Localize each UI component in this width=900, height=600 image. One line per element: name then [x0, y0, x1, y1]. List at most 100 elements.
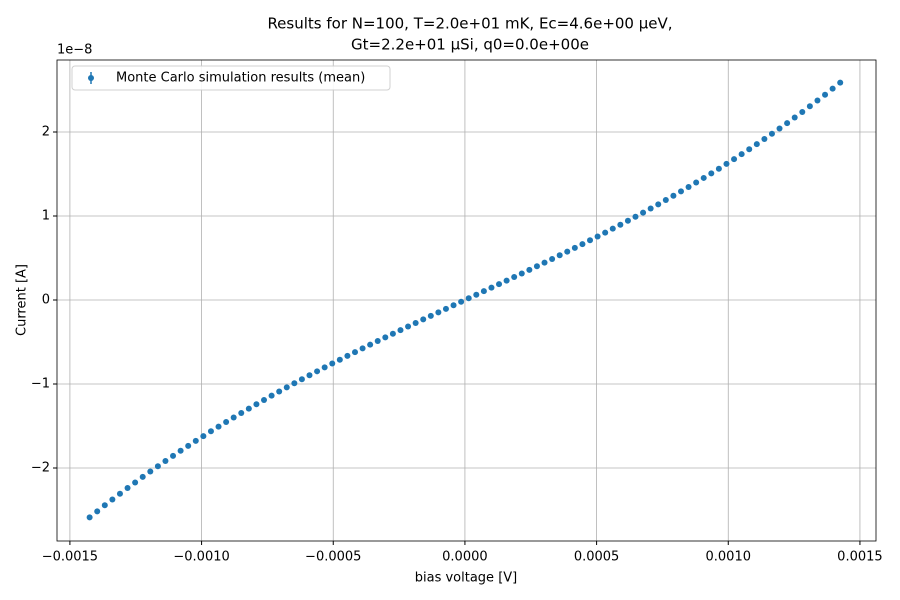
data-point — [503, 277, 510, 284]
data-point — [192, 437, 199, 444]
data-point — [814, 97, 821, 104]
data-point — [465, 295, 472, 302]
data-point — [731, 156, 738, 163]
data-point — [420, 316, 427, 323]
data-point — [268, 392, 275, 399]
data-point — [594, 233, 601, 240]
data-point — [101, 502, 108, 509]
data-point — [314, 368, 321, 375]
data-point — [329, 360, 336, 367]
data-point — [367, 341, 374, 348]
data-point — [822, 91, 829, 98]
x-tick-label: 0.0000 — [442, 550, 488, 565]
data-point — [405, 323, 412, 330]
data-point — [215, 423, 222, 430]
data-point — [617, 221, 624, 228]
y-offset-label: 1e−8 — [57, 43, 92, 58]
data-point — [336, 356, 343, 363]
data-point — [170, 452, 177, 459]
x-tick-label: 0.0010 — [706, 550, 752, 565]
data-point — [700, 174, 707, 181]
y-tick-label: 2 — [42, 124, 50, 139]
data-point — [587, 237, 594, 244]
data-point — [132, 479, 139, 486]
chart-title: Results for N=100, T=2.0e+01 mK, Ec=4.6e… — [267, 15, 672, 33]
data-point — [200, 433, 207, 440]
data-point — [238, 409, 245, 416]
data-point — [761, 135, 768, 142]
data-point — [564, 248, 571, 255]
data-point — [253, 401, 260, 408]
data-point — [624, 217, 631, 224]
data-point — [185, 442, 192, 449]
data-point — [124, 484, 131, 491]
data-point — [799, 108, 806, 115]
data-point — [632, 213, 639, 220]
data-point — [162, 458, 169, 465]
y-tick-label: 0 — [42, 292, 50, 307]
data-point — [776, 125, 783, 132]
y-tick-label: 1 — [42, 208, 50, 223]
data-point — [427, 312, 434, 319]
data-point — [291, 380, 298, 387]
x-tick-label: −0.0010 — [173, 550, 229, 565]
data-point — [94, 508, 101, 515]
data-point — [738, 151, 745, 158]
data-point — [693, 179, 700, 186]
data-point — [298, 376, 305, 383]
legend-box — [71, 65, 391, 91]
data-point — [283, 384, 290, 391]
x-tick-label: −0.0015 — [42, 550, 98, 565]
y-tick-label: −2 — [31, 461, 50, 476]
data-point — [791, 114, 798, 121]
data-point — [442, 305, 449, 312]
data-point — [389, 330, 396, 337]
chart-subtitle: Gt=2.2e+01 μSi, q0=0.0e+00e — [351, 36, 589, 54]
data-point — [177, 447, 184, 454]
data-point — [784, 120, 791, 127]
data-point — [753, 141, 760, 148]
data-point — [655, 201, 662, 208]
data-point — [677, 188, 684, 195]
legend-label: Monte Carlo simulation results (mean) — [116, 71, 365, 86]
data-point — [306, 372, 313, 379]
data-point — [321, 364, 328, 371]
x-tick-label: 0.0005 — [574, 550, 620, 565]
data-point — [450, 302, 457, 309]
data-point — [662, 197, 669, 204]
data-point — [458, 298, 465, 305]
data-point — [715, 165, 722, 172]
data-point — [374, 337, 381, 344]
data-point — [541, 259, 548, 266]
data-point — [526, 266, 533, 273]
legend-marker — [88, 75, 94, 81]
data-point — [488, 284, 495, 291]
data-point — [261, 396, 268, 403]
y-axis-label: Current [A] — [15, 264, 30, 336]
data-point — [640, 209, 647, 216]
data-point — [147, 468, 154, 475]
data-point — [549, 256, 556, 263]
data-point — [154, 463, 161, 470]
data-point — [768, 130, 775, 137]
data-point — [829, 85, 836, 92]
data-point — [647, 205, 654, 212]
plot-frame — [56, 59, 877, 542]
data-point — [276, 388, 283, 395]
data-point — [746, 146, 753, 153]
y-tick-label: −1 — [31, 376, 50, 391]
data-point — [708, 170, 715, 177]
x-axis-label: bias voltage [V] — [415, 571, 517, 586]
data-point — [435, 309, 442, 316]
data-point — [806, 103, 813, 110]
data-point — [602, 229, 609, 236]
data-point — [837, 79, 844, 86]
data-point — [511, 273, 518, 280]
data-point — [609, 225, 616, 232]
data-point — [352, 349, 359, 356]
data-point — [344, 352, 351, 359]
data-point — [473, 291, 480, 298]
data-point — [207, 428, 214, 435]
data-point — [116, 490, 123, 497]
